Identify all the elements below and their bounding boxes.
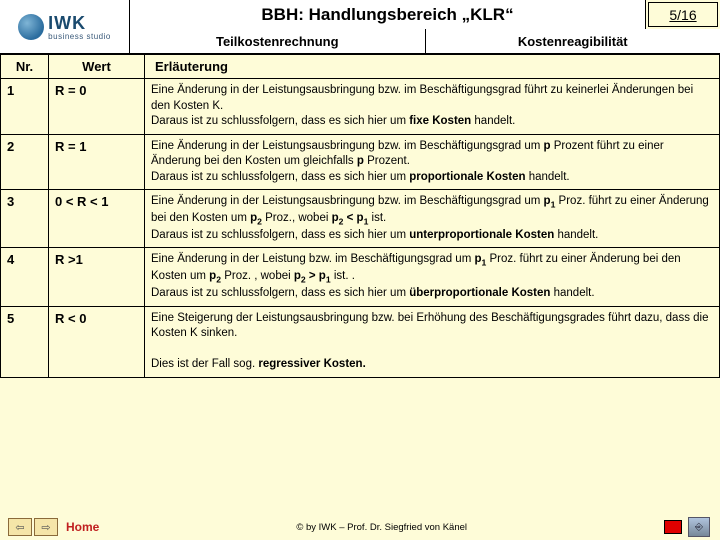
cell-erl: Eine Änderung in der Leistungsausbringun… [145,134,720,190]
cell-nr: 4 [1,248,49,306]
cell-erl: Eine Steigerung der Leistungsausbringung… [145,306,720,377]
logo: IWK business studio [0,0,130,53]
cell-nr: 1 [1,79,49,135]
cell-nr: 5 [1,306,49,377]
subhead-left: Teilkostenrechnung [130,29,426,53]
globe-icon [18,14,44,40]
next-button[interactable]: ⇨ [34,518,58,536]
exit-icon[interactable]: ⎆ [688,517,710,537]
table-row: 5R < 0Eine Steigerung der Leistungsausbr… [1,306,720,377]
cell-wert: 0 < R < 1 [49,190,145,248]
logo-tagline: business studio [48,32,111,41]
cell-wert: R < 0 [49,306,145,377]
col-erl: Erläuterung [145,55,720,79]
cell-nr: 3 [1,190,49,248]
table-row: 30 < R < 1Eine Änderung in der Leistungs… [1,190,720,248]
cell-erl: Eine Änderung in der Leistung bzw. im Be… [145,248,720,306]
prev-button[interactable]: ⇦ [8,518,32,536]
home-link[interactable]: Home [66,520,99,534]
logo-name: IWK [48,13,111,34]
cell-nr: 2 [1,134,49,190]
table-row: 2R = 1Eine Änderung in der Leistungsausb… [1,134,720,190]
page-number: 5/16 [648,2,718,27]
cell-wert: R = 0 [49,79,145,135]
cell-wert: R >1 [49,248,145,306]
cell-wert: R = 1 [49,134,145,190]
col-wert: Wert [49,55,145,79]
page-title: BBH: Handlungsbereich „KLR“ [130,0,646,29]
col-nr: Nr. [1,55,49,79]
record-icon[interactable] [664,520,682,534]
header: IWK business studio BBH: Handlungsbereic… [0,0,720,54]
table-row: 4R >1Eine Änderung in der Leistung bzw. … [1,248,720,306]
copyright: © by IWK – Prof. Dr. Siegfried von Känel [99,522,664,533]
cell-erl: Eine Änderung in der Leistungsausbringun… [145,79,720,135]
cell-erl: Eine Änderung in der Leistungsausbringun… [145,190,720,248]
table-row: 1R = 0Eine Änderung in der Leistungsausb… [1,79,720,135]
subhead-right: Kostenreagibilität [426,29,720,53]
cost-table: Nr. Wert Erläuterung 1R = 0Eine Änderung… [0,54,720,378]
footer: ⇦ ⇨ Home © by IWK – Prof. Dr. Siegfried … [0,514,720,540]
